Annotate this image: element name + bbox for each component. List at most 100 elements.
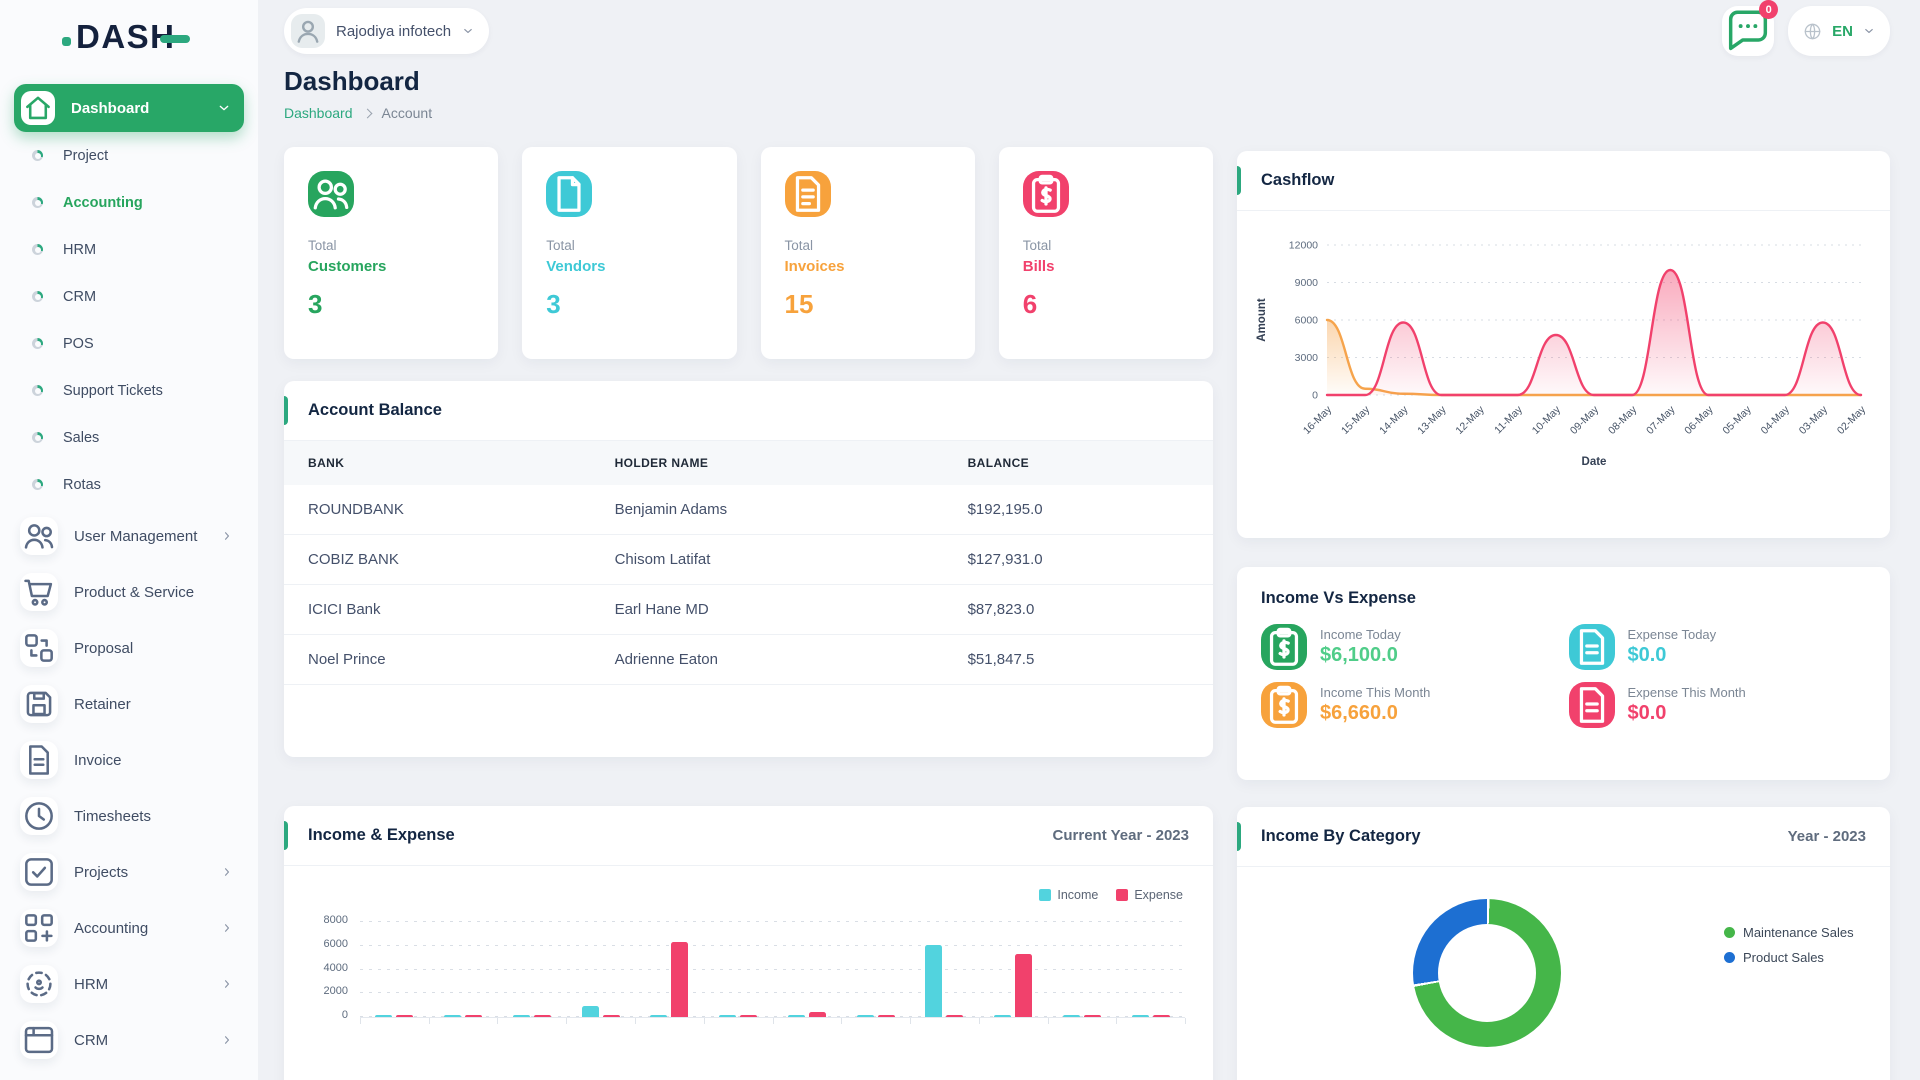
cell-holder-name: Adrienne Eaton [590,634,944,685]
cart-icon [24,579,53,606]
sidebar-item-accounting[interactable]: Accounting [14,900,244,956]
sidebar-item-user-management[interactable]: User Management [14,508,244,564]
scan-icon-tile [20,965,58,1003]
sidebar-item-invoice[interactable]: Invoice [14,732,244,788]
sidebar-item-timesheets[interactable]: Timesheets [14,788,244,844]
sidebar-item-accounting[interactable]: Accounting [14,179,244,226]
bar-group [512,922,551,1017]
person-icon [297,20,319,43]
sidebar-item-rotas[interactable]: Rotas [14,461,244,508]
bullet-icon [32,385,43,396]
messages-button[interactable]: 0 [1722,0,1779,56]
globe-icon [1802,21,1823,42]
vendors-stat-icon [546,171,593,217]
sidebar-item-label: POS [63,335,94,352]
sidebar-item-label: CRM [74,1031,109,1049]
column-bank: BANK [284,441,591,485]
chevron-down-icon [1862,24,1876,38]
sidebar-item-hrm[interactable]: HRM [14,226,244,273]
stat-value: 15 [784,289,814,319]
sidebar-item-project[interactable]: Project [14,132,244,179]
legend-item-income: Income [1039,888,1098,902]
page-title: Dashboard [284,66,420,96]
user-menu-button[interactable]: Rajodiya infotech [284,8,490,54]
sidebar-menu: Dashboard Project Accounting HRM CRM POS… [0,56,258,1068]
breadcrumb-link-dashboard[interactable]: Dashboard [284,105,353,121]
chevron-right-icon [220,921,234,935]
bar-groups [360,922,1185,1017]
card-title: Income & Expense [308,826,455,844]
sidebar-item-retainer[interactable]: Retainer [14,676,244,732]
expense-bar [465,1015,483,1017]
app-logo[interactable]: DASH [0,0,258,56]
globe-icon [1804,23,1821,39]
bar-group [1062,922,1101,1017]
stats-row: Total Customers 3 Total Vendors 3 Total … [284,147,1213,359]
sidebar-item-hrm[interactable]: HRM [14,956,244,1012]
axis-tick [634,1018,636,1024]
sidebar-item-support-tickets[interactable]: Support Tickets [14,367,244,414]
card-header: Income By Category Year - 2023 [1237,807,1890,867]
y-axis-tick-label: 0 [341,1009,348,1021]
bar-group [650,922,689,1017]
clock-icon-tile [20,797,58,835]
stat-card-vendors: Total Vendors 3 [522,147,737,359]
income-bar [856,1015,874,1017]
svg-text:9000: 9000 [1295,277,1319,289]
sidebar-item-dashboard[interactable]: Dashboard [14,84,244,132]
topbar-right: 0 EN [1722,0,1890,56]
bar-group [787,922,826,1017]
sidebar-item-product-service[interactable]: Product & Service [14,564,244,620]
y-axis-tick-label: 6000 [323,937,348,950]
card-header: Income & Expense Current Year - 2023 [284,806,1213,866]
file-icon-tile [1568,624,1615,670]
axis-tick [428,1018,430,1024]
sidebar-item-crm[interactable]: CRM [14,273,244,320]
cell-holder-name: Benjamin Adams [590,485,944,535]
table-row: ROUNDBANK Benjamin Adams $192,195.0 [284,485,1213,535]
avatar [291,14,325,48]
axis-tick [1185,1018,1186,1024]
ive-item-expense-today: Expense Today $0.0 [1568,624,1867,670]
svg-text:6000: 6000 [1295,315,1319,327]
home-icon [26,96,50,120]
sidebar-item-label: Accounting [74,919,149,937]
clipboard-dollar-icon [1269,685,1299,724]
stat-label: Invoices [784,258,845,275]
cell-holder-name: Chisom Latifat [590,534,944,585]
bar-group [581,922,620,1017]
svg-text:02-May: 02-May [1835,403,1869,437]
sidebar-item-sales[interactable]: Sales [14,414,244,461]
svg-text:04-May: 04-May [1759,403,1793,437]
svg-text:05-May: 05-May [1720,403,1754,437]
logo-dot-icon [62,36,71,46]
ive-value: $6,100.0 [1320,644,1398,666]
bar-chart-axis [360,1017,1186,1025]
income-bar [581,1005,599,1017]
sidebar-item-projects[interactable]: Projects [14,844,244,900]
cell-bank: Noel Prince [284,634,591,685]
legend-swatch [1039,889,1052,901]
gridline: 6000 [324,938,1185,950]
income-expense-chart-card: Income & Expense Current Year - 2023 Inc… [284,806,1213,1080]
cart-icon-tile [20,573,58,611]
language-label: EN [1832,22,1853,40]
y-axis-tick-label: 2000 [323,985,348,998]
bullet-icon [32,244,43,255]
bar-chart-plot: 0 2000 4000 6000 8000 [324,914,1185,1021]
bullet-icon [32,291,43,302]
breadcrumb: Dashboard Account [284,105,1890,121]
sidebar-item-pos[interactable]: POS [14,320,244,367]
account-balance-table: BANK HOLDER NAME BALANCE ROUNDBANK Benja… [284,441,1213,685]
sidebar-item-proposal[interactable]: Proposal [14,620,244,676]
axis-tick [1047,1018,1049,1024]
file-icon-tile [1568,682,1615,728]
legend-swatch [1724,927,1735,938]
cashflow-chart: 0 3000 6000 9000 12000 16-May 15-May 14-May 13-M… [1256,240,1869,469]
sidebar-item-crm[interactable]: CRM [14,1012,244,1068]
income-bar [444,1015,462,1017]
expense-bar [877,1015,895,1017]
language-selector[interactable]: EN [1788,6,1890,56]
column-holder-name: HOLDER NAME [590,441,944,485]
